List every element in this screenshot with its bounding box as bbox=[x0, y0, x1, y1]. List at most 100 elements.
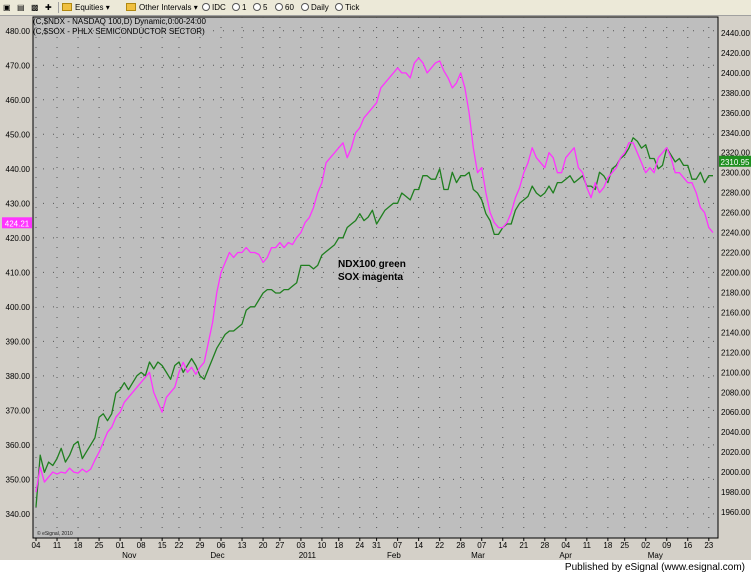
annotation-ndx: NDX100 green bbox=[338, 259, 406, 270]
month-label: May bbox=[648, 551, 663, 560]
x-tick-label: 18 bbox=[603, 541, 612, 550]
radio-icon bbox=[301, 3, 309, 11]
y-tick-label: 400.00 bbox=[6, 303, 31, 312]
other-intervals-menu[interactable]: Other Intervals ▾ bbox=[126, 2, 198, 13]
x-tick-label: 20 bbox=[259, 541, 268, 550]
x-tick-label: 14 bbox=[498, 541, 507, 550]
x-tick-label: 25 bbox=[620, 541, 629, 550]
equities-menu[interactable]: Equities ▾ bbox=[62, 2, 110, 13]
x-tick-label: 03 bbox=[296, 541, 305, 550]
x-tick-label: 23 bbox=[704, 541, 713, 550]
x-tick-label: 07 bbox=[477, 541, 486, 550]
x-tick-label: 02 bbox=[641, 541, 650, 550]
month-label: Feb bbox=[387, 551, 401, 560]
series-line-sox bbox=[35, 57, 714, 493]
y2-tick-label: 2120.00 bbox=[721, 348, 750, 357]
x-tick-label: 04 bbox=[561, 541, 570, 550]
y2-tick-label: 2380.00 bbox=[721, 89, 750, 98]
footer: Published by eSignal (www.esignal.com) bbox=[0, 560, 751, 575]
x-tick-label: 15 bbox=[158, 541, 167, 550]
y2-tick-label: 2280.00 bbox=[721, 189, 750, 198]
interval-5[interactable]: 5 bbox=[253, 2, 267, 13]
y2-tick-label: 2100.00 bbox=[721, 368, 750, 377]
x-tick-label: 18 bbox=[74, 541, 83, 550]
month-label: 2011 bbox=[299, 551, 317, 560]
interval-daily[interactable]: Daily bbox=[301, 2, 329, 13]
last-value-text-right: 2310.95 bbox=[721, 158, 750, 167]
x-tick-label: 28 bbox=[540, 541, 549, 550]
month-label: Mar bbox=[471, 551, 485, 560]
y2-tick-label: 2440.00 bbox=[721, 29, 750, 38]
series-line-ndx100 bbox=[35, 137, 713, 507]
y2-tick-label: 2240.00 bbox=[721, 229, 750, 238]
y-tick-label: 410.00 bbox=[6, 268, 31, 277]
y2-tick-label: 2020.00 bbox=[721, 448, 750, 457]
interval-60[interactable]: 60 bbox=[275, 2, 294, 13]
interval-1[interactable]: 1 bbox=[232, 2, 246, 13]
y2-tick-label: 2160.00 bbox=[721, 308, 750, 317]
y2-tick-label: 2200.00 bbox=[721, 269, 750, 278]
x-tick-label: 09 bbox=[662, 541, 671, 550]
chart-header-ndx: (C,$NDX - NASDAQ 100,D) Dynamic,0:00-24:… bbox=[33, 17, 206, 26]
x-tick-label: 25 bbox=[95, 541, 104, 550]
radio-icon bbox=[202, 3, 210, 11]
x-tick-label: 04 bbox=[32, 541, 41, 550]
last-value-badge-left bbox=[2, 217, 32, 229]
y-tick-label: 460.00 bbox=[6, 96, 31, 105]
folder-icon bbox=[62, 3, 72, 11]
x-tick-label: 29 bbox=[196, 541, 205, 550]
y2-tick-label: 2300.00 bbox=[721, 169, 750, 178]
last-value-badge-right bbox=[719, 155, 751, 167]
chart-type-icon[interactable]: ▤ bbox=[17, 3, 25, 12]
y-tick-label: 430.00 bbox=[6, 199, 31, 208]
chart[interactable]: 340.00 350.00 360.00 370.00 380.00 390.00 400.… bbox=[0, 16, 751, 560]
x-tick-label: 31 bbox=[372, 541, 381, 550]
x-tick-label: 08 bbox=[137, 541, 146, 550]
month-label: Apr bbox=[559, 551, 572, 560]
y2-tick-label: 1980.00 bbox=[721, 488, 750, 497]
x-tick-label: 28 bbox=[456, 541, 465, 550]
toolbar: ▣ ▤ ▩ ✚ Equities ▾ Other Intervals ▾ IDC… bbox=[0, 0, 751, 16]
save-icon[interactable]: ▣ bbox=[3, 3, 11, 12]
y-tick-label: 480.00 bbox=[6, 27, 31, 36]
y2-tick-label: 2340.00 bbox=[721, 129, 750, 138]
radio-icon bbox=[275, 3, 283, 11]
bar-chart-icon[interactable]: ▩ bbox=[31, 3, 39, 12]
y-tick-label: 370.00 bbox=[6, 406, 31, 415]
radio-icon bbox=[253, 3, 261, 11]
crosshair-icon[interactable]: ✚ bbox=[45, 3, 52, 12]
x-tick-label: 11 bbox=[583, 541, 592, 550]
x-tick-label: 01 bbox=[116, 541, 125, 550]
x-tick-label: 14 bbox=[414, 541, 423, 550]
month-label: Dec bbox=[210, 551, 224, 560]
last-value-text-left: 424.21 bbox=[5, 219, 30, 228]
x-tick-label: 11 bbox=[53, 541, 62, 550]
other-intervals-label: Other Intervals bbox=[139, 3, 192, 12]
y2-tick-label: 2260.00 bbox=[721, 209, 750, 218]
y-tick-label: 350.00 bbox=[6, 475, 31, 484]
x-tick-label: 22 bbox=[435, 541, 444, 550]
y-tick-label: 450.00 bbox=[6, 130, 31, 139]
y2-tick-label: 2080.00 bbox=[721, 388, 750, 397]
month-label: Nov bbox=[122, 551, 136, 560]
interval-tick[interactable]: Tick bbox=[335, 2, 359, 13]
y-tick-label: 440.00 bbox=[6, 165, 31, 174]
y-tick-label: 420.00 bbox=[6, 234, 31, 243]
annotation-sox: SOX magenta bbox=[338, 272, 404, 283]
folder-icon bbox=[126, 3, 136, 11]
x-tick-label: 16 bbox=[683, 541, 692, 550]
y2-tick-label: 2400.00 bbox=[721, 69, 750, 78]
y-tick-label: 470.00 bbox=[6, 61, 31, 70]
interval-idc[interactable]: IDC bbox=[202, 2, 226, 13]
y-tick-label: 360.00 bbox=[6, 441, 31, 450]
x-tick-label: 22 bbox=[175, 541, 184, 550]
y2-tick-label: 2040.00 bbox=[721, 428, 750, 437]
y-tick-label: 380.00 bbox=[6, 372, 31, 381]
radio-icon bbox=[232, 3, 240, 11]
y2-tick-label: 2060.00 bbox=[721, 408, 750, 417]
published-by-text: Published by eSignal (www.esignal.com) bbox=[564, 562, 745, 573]
x-tick-label: 06 bbox=[217, 541, 226, 550]
y2-tick-label: 2320.00 bbox=[721, 149, 750, 158]
chart-header-sox: (C,$SOX - PHLX SEMICONDUCTOR SECTOR) bbox=[33, 27, 205, 36]
equities-label: Equities bbox=[75, 3, 104, 12]
